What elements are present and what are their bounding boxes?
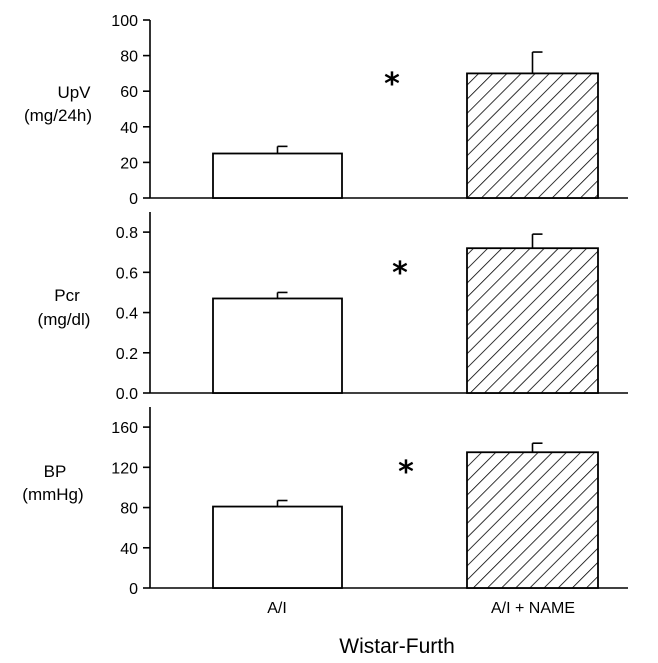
panel-bp-y-tick-label: 160 (111, 420, 138, 437)
panel-pcr-y-tick-label: 0.4 (116, 306, 138, 323)
panel-bp-ylabel-line1: BP (44, 462, 67, 481)
panel-bp: BP (mmHg) * 0 40 80 120 160 (22, 407, 628, 598)
panel-bp-y-tick-label: 40 (120, 541, 138, 558)
panel-pcr-y-tick-label: 0.0 (116, 386, 138, 403)
panel-pcr-bar-ai (212, 297, 343, 394)
panel-upv-bar-ai (212, 152, 343, 199)
panel-bp-y-tick-label: 0 (129, 581, 138, 598)
category-label-ai-name: A/I + NAME (491, 600, 575, 617)
category-label-ai: A/I (267, 600, 287, 617)
panel-pcr-y-tick-label: 0.8 (116, 225, 138, 242)
x-axis-title: Wistar-Furth (339, 635, 455, 658)
panel-pcr-y-tick-label: 0.2 (116, 346, 138, 363)
panel-upv-bar-ai-name (466, 72, 599, 199)
panel-pcr-significance-star: * (392, 256, 408, 291)
panel-bp-y-tick-label: 80 (120, 501, 138, 518)
panel-bp-y-tick-label: 120 (111, 460, 138, 477)
panel-bp-bar-ai (212, 505, 343, 589)
panel-pcr-ylabel-line1: Pcr (54, 286, 80, 305)
panel-pcr-ylabel-line2: (mg/dl) (38, 310, 91, 329)
panel-pcr-y-tick-label: 0.6 (116, 265, 138, 282)
panel-upv-ylabel-line1: UpV (57, 83, 91, 102)
panel-upv: UpV (mg/24h) * 0 20 40 60 80 100 (24, 13, 628, 208)
panel-bp-ylabel-line2: (mmHg) (22, 485, 83, 504)
panel-upv-y-tick-label: 60 (120, 84, 138, 101)
panel-pcr-bar-ai-name (466, 247, 599, 394)
panel-pcr: Pcr (mg/dl) * 0.0 0.2 0.4 0.6 0.8 (38, 212, 628, 403)
panel-upv-ylabel-line2: (mg/24h) (24, 106, 92, 125)
panel-upv-y-tick-label: 40 (120, 120, 138, 137)
panel-upv-y-tick-label: 100 (111, 13, 138, 30)
panel-upv-y-tick-label: 0 (129, 191, 138, 208)
panel-bp-significance-star: * (398, 455, 414, 490)
panel-upv-y-tick-label: 20 (120, 155, 138, 172)
panel-upv-y-tick-label: 80 (120, 49, 138, 66)
panel-upv-significance-star: * (384, 67, 400, 102)
panel-bp-bar-ai-name (466, 451, 599, 589)
